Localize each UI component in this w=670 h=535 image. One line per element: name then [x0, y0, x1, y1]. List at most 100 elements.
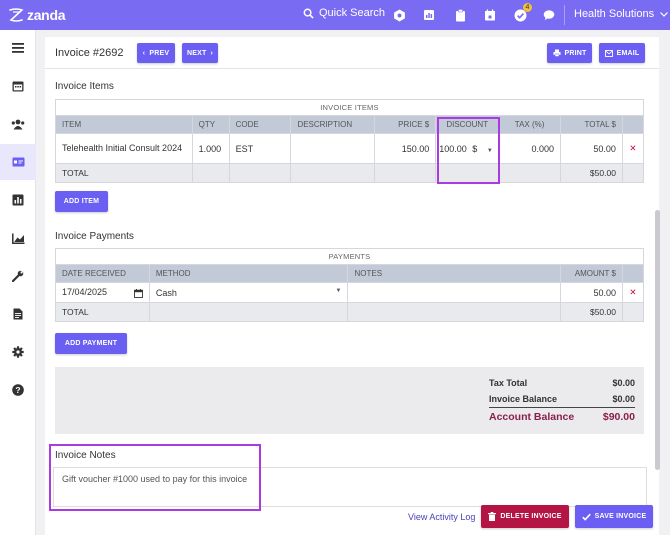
payment-method-select[interactable]: Cash ▼ — [148, 282, 349, 303]
menu-icon[interactable] — [0, 30, 36, 66]
items-caption: INVOICE ITEMS — [55, 99, 644, 116]
col-price: PRICE $ — [374, 115, 437, 134]
summary-divider — [489, 407, 635, 408]
prev-button[interactable]: ‹ PREV — [137, 43, 175, 63]
print-button[interactable]: PRINT — [547, 43, 592, 63]
prev-label: PREV — [149, 49, 170, 57]
print-icon — [553, 49, 560, 57]
chat-icon[interactable] — [541, 7, 557, 23]
org-name: Health Solutions — [574, 8, 655, 20]
quick-search-label: Quick Search — [319, 7, 386, 19]
item-price[interactable]: 150.00 — [374, 133, 437, 164]
delete-payment-icon[interactable]: ✕ — [621, 282, 645, 303]
item-discount[interactable]: 100.00 $ ▼ — [435, 133, 500, 164]
invoice-notes-text: Gift voucher #1000 used to pay for this … — [62, 474, 248, 484]
check-badge-icon[interactable]: 4 — [512, 3, 532, 23]
clipboard-icon[interactable] — [452, 7, 468, 23]
items-total-value: $50.00 — [560, 163, 623, 183]
table-row: 17/04/2025 Cash ▼ 50.00 ✕ — [55, 282, 645, 303]
payments-total-value: $50.00 — [560, 302, 623, 322]
payments-table: PAYMENTS DATE RECEIVED METHOD NOTES AMOU… — [55, 248, 645, 322]
notes-highlight — [49, 444, 261, 511]
payments-caption: PAYMENTS — [55, 248, 644, 265]
clients-icon[interactable] — [0, 106, 36, 142]
zanda-logo-icon — [9, 8, 24, 22]
print-label: PRINT — [564, 49, 587, 57]
tools-icon[interactable] — [0, 258, 36, 294]
help-icon[interactable]: ? — [0, 372, 36, 408]
next-button[interactable]: NEXT › — [182, 43, 218, 63]
items-table: INVOICE ITEMS ITEM QTY CODE DESCRIPTION … — [55, 99, 645, 183]
payment-date[interactable]: 17/04/2025 — [55, 282, 150, 303]
grid-icon[interactable] — [391, 7, 407, 23]
document-icon[interactable] — [0, 296, 36, 332]
col-qty: QTY — [191, 115, 230, 134]
topbar-divider — [564, 5, 565, 25]
col-notes: NOTES — [347, 264, 562, 283]
add-payment-button[interactable]: ADD PAYMENT — [55, 333, 127, 354]
col-remove — [621, 264, 645, 283]
item-description[interactable] — [290, 133, 376, 164]
account-balance-value: $90.00 — [602, 411, 635, 423]
next-label: NEXT — [186, 49, 207, 57]
table-row: Telehealth Initial Consult 2024 1.000 ES… — [55, 133, 645, 164]
invoice-notes-field[interactable]: Gift voucher #1000 used to pay for this … — [53, 467, 647, 507]
calendar-icon[interactable] — [0, 68, 36, 104]
delete-invoice-label: DELETE INVOICE — [500, 513, 562, 520]
payments-total-label: TOTAL — [55, 302, 150, 322]
scrollbar[interactable] — [655, 210, 660, 470]
delete-item-icon[interactable]: ✕ — [621, 133, 645, 164]
email-label: EMAIL — [616, 49, 640, 57]
view-activity-log-link[interactable]: View Activity Log — [408, 512, 476, 522]
payments-heading: Invoice Payments — [55, 231, 134, 242]
quick-search[interactable]: Quick Search — [303, 7, 385, 19]
col-tax: TAX (%) — [498, 115, 562, 134]
payment-notes[interactable] — [347, 282, 562, 303]
account-balance-label: Account Balance — [489, 411, 575, 423]
top-bar: zanda Quick Search 4 Health Solutions — [0, 0, 670, 30]
email-button[interactable]: EMAIL — [599, 43, 645, 63]
check-icon — [581, 513, 591, 521]
discount-value: 100.00 — [439, 143, 467, 154]
col-total: TOTAL $ — [560, 115, 623, 134]
col-code: CODE — [228, 115, 292, 134]
item-name[interactable]: Telehealth Initial Consult 2024 — [55, 133, 193, 164]
notes-heading: Invoice Notes — [55, 450, 116, 461]
delete-invoice-button[interactable]: DELETE INVOICE — [481, 505, 569, 528]
save-invoice-label: SAVE INVOICE — [594, 513, 647, 520]
reports-icon[interactable] — [0, 182, 36, 218]
tax-total-value: $0.00 — [612, 378, 635, 388]
payments-total-row: TOTAL $50.00 — [55, 302, 645, 322]
brand-name: zanda — [27, 7, 66, 23]
org-switcher[interactable]: Health Solutions — [574, 8, 669, 20]
payment-date-value: 17/04/2025 — [62, 287, 108, 297]
brand-logo[interactable]: zanda — [8, 6, 65, 24]
sidebar: ? — [0, 30, 36, 535]
header-divider — [45, 68, 659, 69]
col-remove — [621, 115, 645, 134]
chevron-right-icon: › — [210, 49, 213, 57]
save-invoice-button[interactable]: SAVE INVOICE — [575, 505, 653, 528]
col-method: METHOD — [148, 264, 349, 283]
billing-icon[interactable] — [0, 144, 36, 180]
notification-badge: 4 — [523, 3, 532, 12]
item-tax[interactable]: 0.000 — [498, 133, 562, 164]
col-amount: AMOUNT $ — [560, 264, 623, 283]
chart-icon[interactable] — [0, 220, 36, 256]
items-total-row: TOTAL $50.00 — [55, 163, 645, 183]
settings-icon[interactable] — [0, 334, 36, 370]
payment-amount[interactable]: 50.00 — [560, 282, 623, 303]
chevron-left-icon: ‹ — [142, 49, 146, 57]
item-code[interactable]: EST — [228, 133, 292, 164]
add-item-button[interactable]: ADD ITEM — [55, 191, 108, 212]
items-heading: Invoice Items — [55, 81, 114, 92]
calendar-icon — [133, 289, 143, 298]
payment-method-value: Cash — [155, 287, 177, 298]
search-icon — [303, 8, 314, 19]
email-icon — [604, 49, 613, 57]
discount-unit: $ — [472, 143, 478, 154]
item-qty[interactable]: 1.000 — [191, 133, 230, 164]
invoice-panel: Invoice #2692 ‹ PREV NEXT › PRINT EMAIL … — [45, 37, 659, 535]
report-icon[interactable] — [421, 7, 437, 23]
calendar-icon[interactable] — [482, 7, 498, 23]
